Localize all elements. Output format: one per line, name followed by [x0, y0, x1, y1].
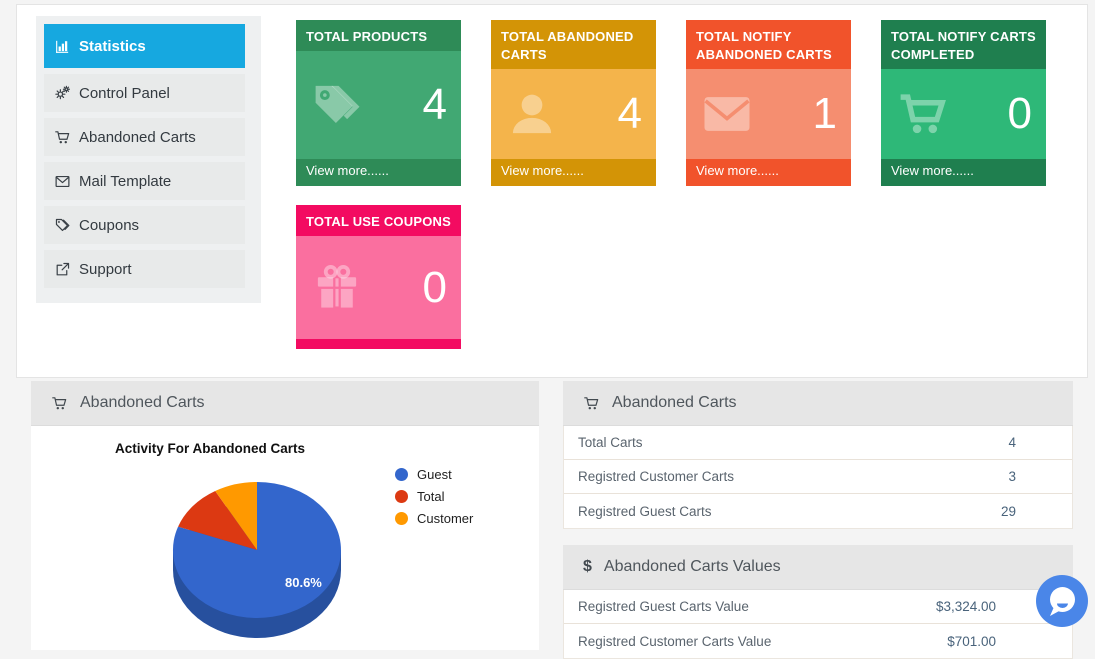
row-value: 4	[1008, 435, 1016, 450]
tags-icon	[310, 78, 364, 132]
card-value: 4	[617, 89, 642, 139]
tags-icon	[54, 216, 79, 234]
sidebar-item-label: Coupons	[79, 216, 140, 234]
sidebar-item-label: Statistics	[79, 37, 146, 55]
stat-card-total-notify-abandoned-carts: TOTAL NOTIFY ABANDONED CARTS 1 View more…	[686, 20, 851, 186]
table-row: Total Carts 4	[564, 426, 1072, 460]
table-row: Registred Guest Carts Value $3,324.00	[564, 590, 1072, 624]
view-more-link[interactable]: View more......	[501, 163, 584, 178]
chat-bubble-icon	[1036, 575, 1088, 627]
card-footer: View more......	[296, 159, 461, 186]
card-value: 0	[1007, 89, 1032, 139]
row-value: 29	[1000, 503, 1016, 519]
legend-label: Guest	[417, 467, 452, 482]
legend-item: Total	[395, 489, 473, 504]
top-panel: Statistics Control Panel	[16, 4, 1088, 378]
chat-widget-button[interactable]	[1036, 575, 1088, 627]
user-icon	[505, 87, 559, 141]
card-value: 0	[422, 262, 447, 312]
panel-header: $ Abandoned Carts Values	[563, 545, 1073, 590]
view-more-link[interactable]: View more......	[696, 163, 779, 178]
legend-dot-guest	[395, 468, 408, 481]
row-label: Registred Customer Carts	[578, 469, 735, 484]
sidebar-item-label: Abandoned Carts	[79, 128, 196, 146]
card-title: TOTAL NOTIFY ABANDONED CARTS	[686, 20, 851, 70]
row-value: $3,324.00	[935, 599, 996, 614]
sidebar-item-abandoned-carts[interactable]: Abandoned Carts	[44, 118, 245, 156]
gift-icon	[310, 261, 364, 315]
sidebar-item-control-panel[interactable]: Control Panel	[44, 74, 245, 112]
card-title: TOTAL ABANDONED CARTS	[491, 20, 656, 70]
card-title: TOTAL USE COUPONS	[296, 205, 461, 237]
card-value: 4	[422, 80, 447, 130]
row-label: Registred Guest Carts Value	[578, 599, 749, 614]
card-footer: View more......	[686, 159, 851, 186]
shopping-cart-icon	[54, 129, 79, 146]
carts-table: Total Carts 4 Registred Customer Carts 3…	[563, 426, 1073, 529]
pie-chart: Activity For Abandoned Carts 80.6% Guest…	[31, 426, 539, 650]
stat-card-total-products: TOTAL PRODUCTS 4 View more......	[296, 20, 461, 186]
stat-card-total-use-coupons: TOTAL USE COUPONS 0	[296, 205, 461, 349]
svg-text:80.6%: 80.6%	[285, 575, 322, 590]
stat-card-total-abandoned-carts: TOTAL ABANDONED CARTS 4 View more......	[491, 20, 656, 186]
card-footer: View more......	[881, 159, 1046, 186]
legend-item: Guest	[395, 467, 473, 482]
shopping-cart-icon	[51, 395, 68, 412]
gears-icon	[54, 85, 79, 102]
sidebar-item-label: Control Panel	[79, 84, 170, 102]
row-value: $701.00	[947, 633, 996, 649]
shopping-cart-icon	[583, 395, 600, 412]
table-row: Registred Customer Carts 3	[564, 460, 1072, 494]
chart-legend: Guest Total Customer	[395, 467, 473, 533]
legend-label: Customer	[417, 511, 474, 526]
row-label: Registred Customer Carts Value	[578, 633, 772, 649]
sidebar-item-support[interactable]: Support	[44, 250, 245, 288]
panel-header: Abandoned Carts	[31, 381, 539, 426]
view-more-link[interactable]: View more......	[306, 163, 389, 178]
card-footer-clipped	[296, 339, 461, 349]
sidebar-item-label: Mail Template	[79, 172, 172, 190]
view-more-link[interactable]: View more......	[891, 163, 974, 178]
dollar-icon: $	[583, 558, 592, 575]
abandoned-carts-table-panel: Abandoned Carts Total Carts 4 Registred …	[563, 381, 1073, 529]
external-link-icon	[54, 261, 79, 278]
panel-title: Abandoned Carts	[612, 394, 737, 411]
row-label: Total Carts	[578, 435, 643, 450]
card-title: TOTAL PRODUCTS	[296, 20, 461, 52]
abandoned-carts-chart-panel: Abandoned Carts Activity For Abandoned C…	[31, 381, 539, 650]
card-footer: View more......	[491, 159, 656, 186]
envelope-icon	[54, 173, 79, 190]
panel-title: Abandoned Carts	[80, 394, 205, 411]
stat-card-total-notify-carts-completed: TOTAL NOTIFY CARTS COMPLETED 0 View more…	[881, 20, 1046, 186]
card-value: 1	[812, 89, 837, 139]
legend-item: Customer	[395, 511, 473, 526]
envelope-icon	[700, 87, 754, 141]
sidebar-item-coupons[interactable]: Coupons	[44, 206, 245, 244]
legend-dot-customer	[395, 512, 408, 525]
sidebar-item-label: Support	[79, 260, 132, 278]
sidebar-item-statistics[interactable]: Statistics	[44, 24, 245, 68]
card-title: TOTAL NOTIFY CARTS COMPLETED	[881, 20, 1046, 70]
table-row: Registred Customer Carts Value $701.00	[564, 624, 1072, 658]
chart-title: Activity For Abandoned Carts	[114, 441, 306, 456]
pie-chart-svg: 80.6%	[172, 482, 341, 638]
row-value: 3	[1008, 469, 1016, 484]
sidebar: Statistics Control Panel	[36, 16, 261, 303]
legend-dot-total	[395, 490, 408, 503]
legend-label: Total	[417, 489, 445, 504]
abandoned-carts-values-panel: $ Abandoned Carts Values Registred Guest…	[563, 545, 1073, 659]
bar-chart-icon	[54, 38, 79, 55]
panel-title: Abandoned Carts Values	[603, 558, 781, 575]
cart-icon	[895, 87, 949, 141]
table-row: Registred Guest Carts 29	[564, 494, 1072, 528]
row-label: Registred Guest Carts	[578, 503, 712, 519]
values-table: Registred Guest Carts Value $3,324.00 Re…	[563, 590, 1073, 659]
panel-header: Abandoned Carts	[563, 381, 1073, 426]
sidebar-item-mail-template[interactable]: Mail Template	[44, 162, 245, 200]
